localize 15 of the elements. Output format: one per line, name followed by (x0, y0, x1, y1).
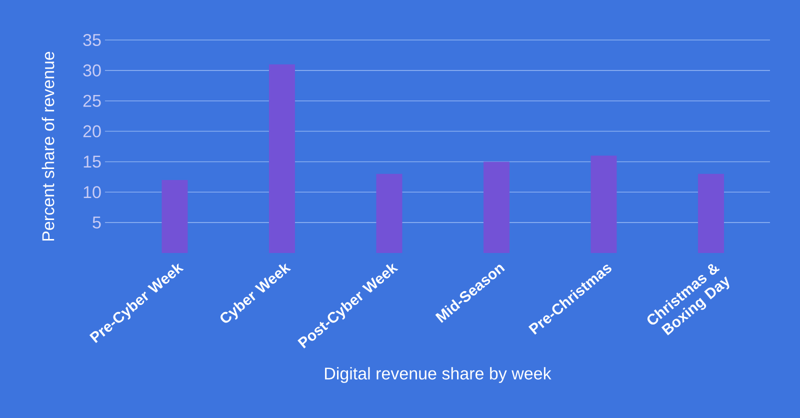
bar (376, 174, 402, 253)
y-tick-label: 25 (83, 94, 101, 107)
y-tick-label: 15 (84, 156, 101, 168)
bar (162, 180, 188, 253)
y-tick-label: 10 (84, 186, 101, 198)
y-tick-label: 5 (92, 216, 101, 229)
y-axis-title: Percent share of revenue (42, 52, 54, 241)
bar (483, 162, 510, 253)
bar (590, 156, 617, 253)
y-tick-label: 35 (83, 34, 101, 46)
y-tick-label: 30 (83, 64, 101, 76)
bar (268, 64, 295, 253)
bar (698, 174, 724, 253)
y-tick-label: 20 (83, 125, 101, 138)
x-axis-title: Digital revenue share by week (325, 367, 552, 383)
